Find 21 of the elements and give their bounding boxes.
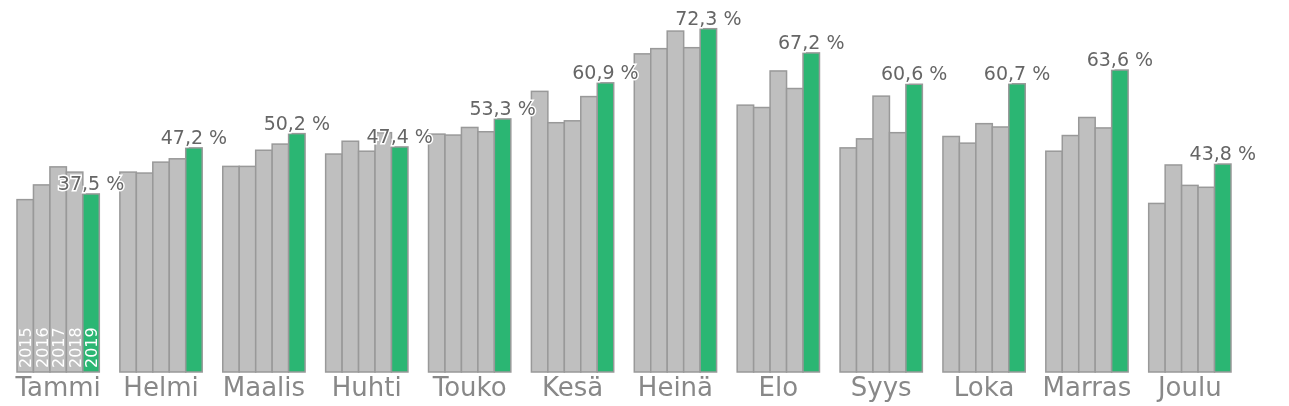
x-tick-label: Tammi [14, 372, 101, 402]
x-tick-label: Huhti [331, 372, 402, 402]
data-label: 72,3 % [675, 6, 742, 29]
data-label: 60,7 % [983, 61, 1051, 84]
data-label: 67,2 % [778, 30, 845, 53]
x-tick-label: Helmi [123, 372, 199, 402]
data-label: 43,8 % [1189, 142, 1256, 165]
data-label: 63,6 % [1086, 48, 1154, 71]
data-label: 60,6 % [880, 62, 948, 85]
x-tick-label: Marras [1042, 372, 1132, 402]
x-tick-label: Loka [953, 372, 1015, 402]
data-label: 47,2 % [160, 125, 228, 148]
x-tick-label: Elo [758, 372, 799, 402]
x-tick-label: Maalis [222, 372, 306, 402]
series-label: 2019 [82, 327, 102, 368]
x-tick-label: Syys [850, 372, 912, 402]
x-tick-label: Joulu [1155, 372, 1222, 402]
x-tick-label: Touko [431, 372, 507, 402]
x-tick-label: Kesä [541, 372, 604, 402]
data-label: 50,2 % [263, 111, 331, 134]
x-tick-label: Heinä [637, 372, 714, 402]
